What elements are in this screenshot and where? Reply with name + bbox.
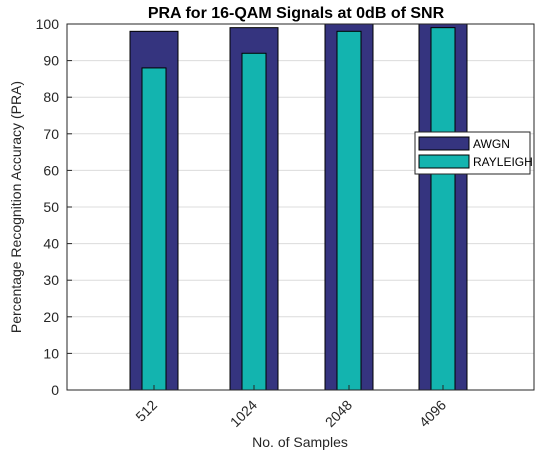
bar-rayleigh <box>430 27 456 391</box>
legend-label: RAYLEIGH <box>473 155 533 169</box>
y-tick-label: 40 <box>43 236 59 252</box>
bar-rayleigh <box>141 67 167 391</box>
bar-rayleigh <box>336 30 362 391</box>
legend-label: AWGN <box>473 137 510 151</box>
legend-swatch <box>418 136 470 151</box>
legend-swatch <box>418 154 470 169</box>
y-tick-label: 30 <box>43 272 59 288</box>
x-axis-label: No. of Samples <box>252 434 348 450</box>
y-tick-label: 50 <box>43 199 59 215</box>
bar-rayleigh <box>241 52 267 391</box>
x-axis-ticks: 512 1024 2048 4096 <box>132 385 449 430</box>
chart-title: PRA for 16-QAM Signals at 0dB of SNR <box>148 5 445 22</box>
x-tick-label: 4096 <box>416 397 449 430</box>
y-tick-label: 0 <box>51 382 59 398</box>
y-tick-label: 20 <box>43 309 59 325</box>
x-tick-label: 512 <box>132 397 160 425</box>
x-tick-label: 2048 <box>322 397 355 430</box>
y-tick-label: 80 <box>43 89 59 105</box>
y-tick-label: 100 <box>36 16 60 32</box>
y-axis-ticks: 0 10 20 30 40 50 60 70 80 90 100 <box>36 16 72 398</box>
x-tick-label: 1024 <box>227 397 260 430</box>
y-tick-label: 70 <box>43 126 59 142</box>
y-tick-label: 60 <box>43 162 59 178</box>
bars <box>129 23 468 391</box>
y-tick-label: 90 <box>43 53 59 69</box>
legend: AWGN RAYLEIGH <box>414 131 533 175</box>
y-axis-label: Percentage Recognition Accuracy (PRA) <box>8 81 24 333</box>
y-tick-label: 10 <box>43 345 59 361</box>
